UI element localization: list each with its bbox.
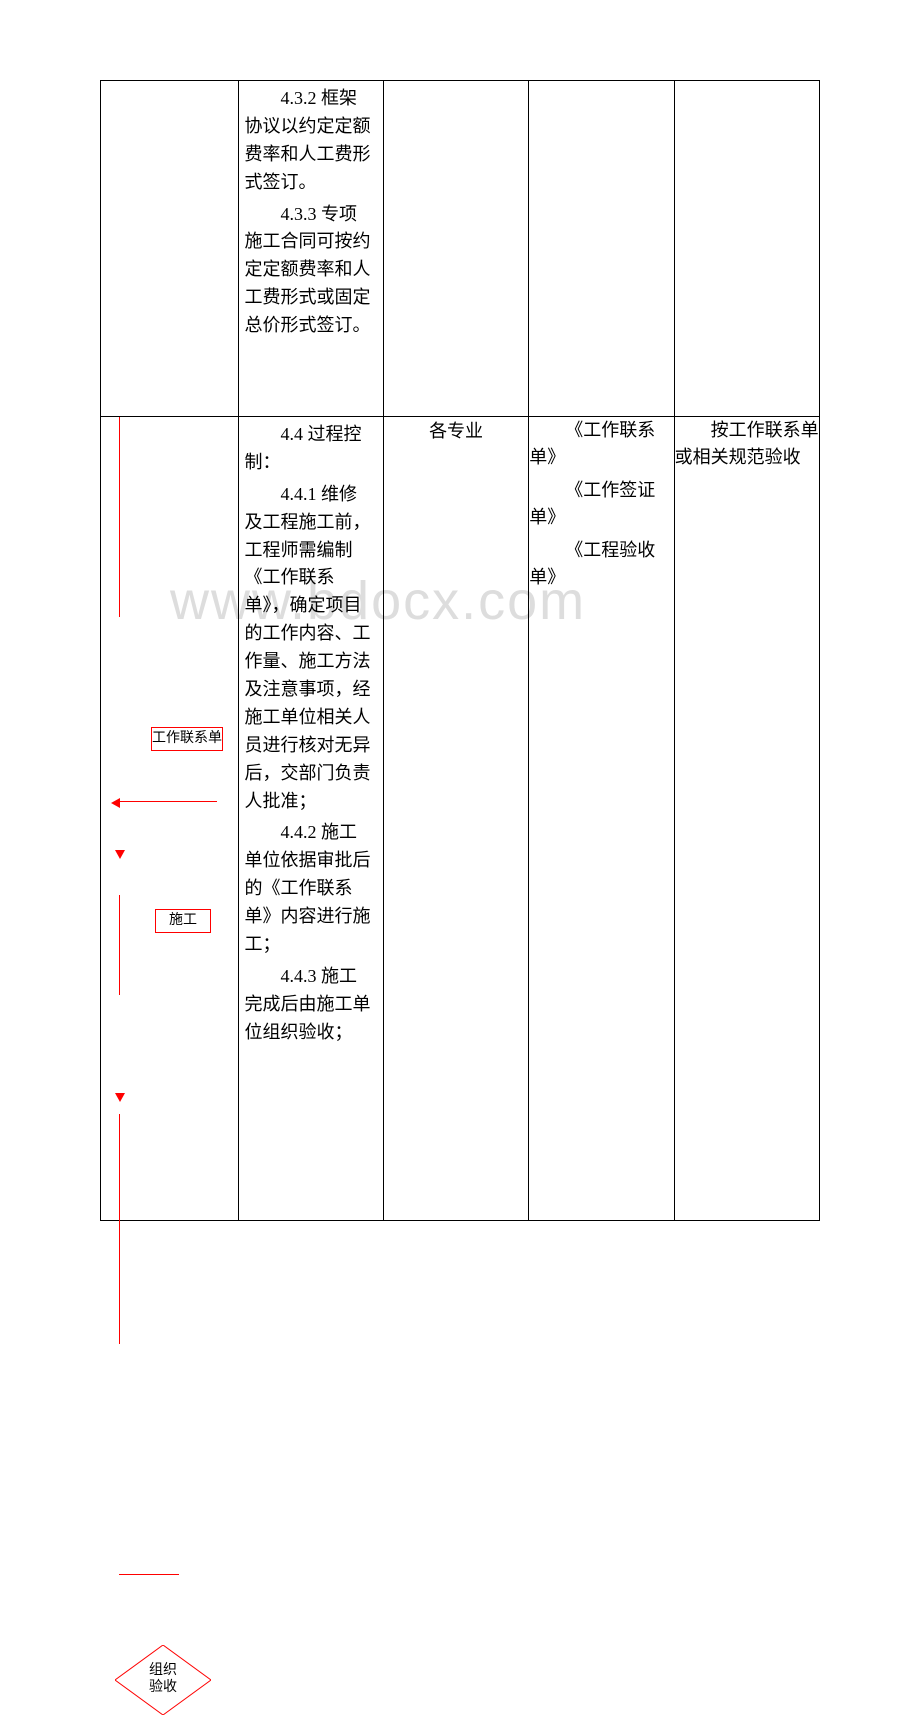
cell-text-44: 4.4 过程控制： 4.4.1 维修及工程施工前，工程师需编制《工作联系单》，确… [238,417,383,1221]
flowchart-box-construction: 施工 [155,909,211,933]
paragraph-44: 4.4 过程控制： [245,421,375,477]
flowchart-box-work-contact: 工作联系单 [151,727,223,751]
flowchart-line [119,1114,120,1344]
cell-empty [383,81,528,417]
text-doc-work-contact: 《工作联系单》 [529,417,673,471]
cell-documents: 《工作联系单》 《工作签证单》 《工程验收单》 [529,417,674,1221]
text-specialty: 各专业 [429,417,483,443]
document-table: 4.3.2 框架协议以约定定额费率和人工费形式签订。 4.3.3 专项施工合同可… [100,80,820,1221]
cell-empty [529,81,674,417]
text-doc-work-visa: 《工作签证单》 [529,477,673,531]
text-acceptance-note: 按工作联系单或相关规范验收 [675,417,819,471]
paragraph-433: 4.3.3 专项施工合同可按约定定额费率和人工费形式或固定总价形式签订。 [245,201,375,340]
cell-empty [674,81,819,417]
flowchart-arrow-icon [111,798,120,808]
cell-flowchart-lower: 工作联系单 施工 [101,417,239,1221]
paragraph-432: 4.3.2 框架协议以约定定额费率和人工费形式签订。 [245,85,375,197]
flowchart-box-label: 工作联系单 [152,731,222,748]
flowchart-diamond-acceptance: 组织 验收 [115,1645,211,1715]
flowchart-diamond-label: 组织 验收 [149,1663,177,1697]
flowchart-line [119,895,120,995]
flowchart-arrow-icon [115,850,125,859]
cell-acceptance: 按工作联系单或相关规范验收 [674,417,819,1221]
table-row: 4.3.2 框架协议以约定定额费率和人工费形式签订。 4.3.3 专项施工合同可… [101,81,820,417]
paragraph-442: 4.4.2 施工单位依据审批后的《工作联系单》内容进行施工； [245,819,375,958]
flowchart-line [119,801,217,802]
paragraph-441: 4.4.1 维修及工程施工前，工程师需编制《工作联系单》，确定项目的工作内容、工… [245,481,375,816]
text-doc-acceptance: 《工程验收单》 [529,537,673,591]
cell-specialty: 各专业 [383,417,528,1221]
cell-flowchart-upper [101,81,239,417]
flowchart-line [119,1574,179,1575]
table-row: 工作联系单 施工 [101,417,820,1221]
cell-text-432-433: 4.3.2 框架协议以约定定额费率和人工费形式签订。 4.3.3 专项施工合同可… [238,81,383,417]
flowchart-arrow-icon [115,1093,125,1102]
paragraph-443: 4.4.3 施工完成后由施工单位组织验收； [245,963,375,1047]
flowchart-line [119,417,120,617]
flowchart-box-label: 施工 [169,913,197,930]
